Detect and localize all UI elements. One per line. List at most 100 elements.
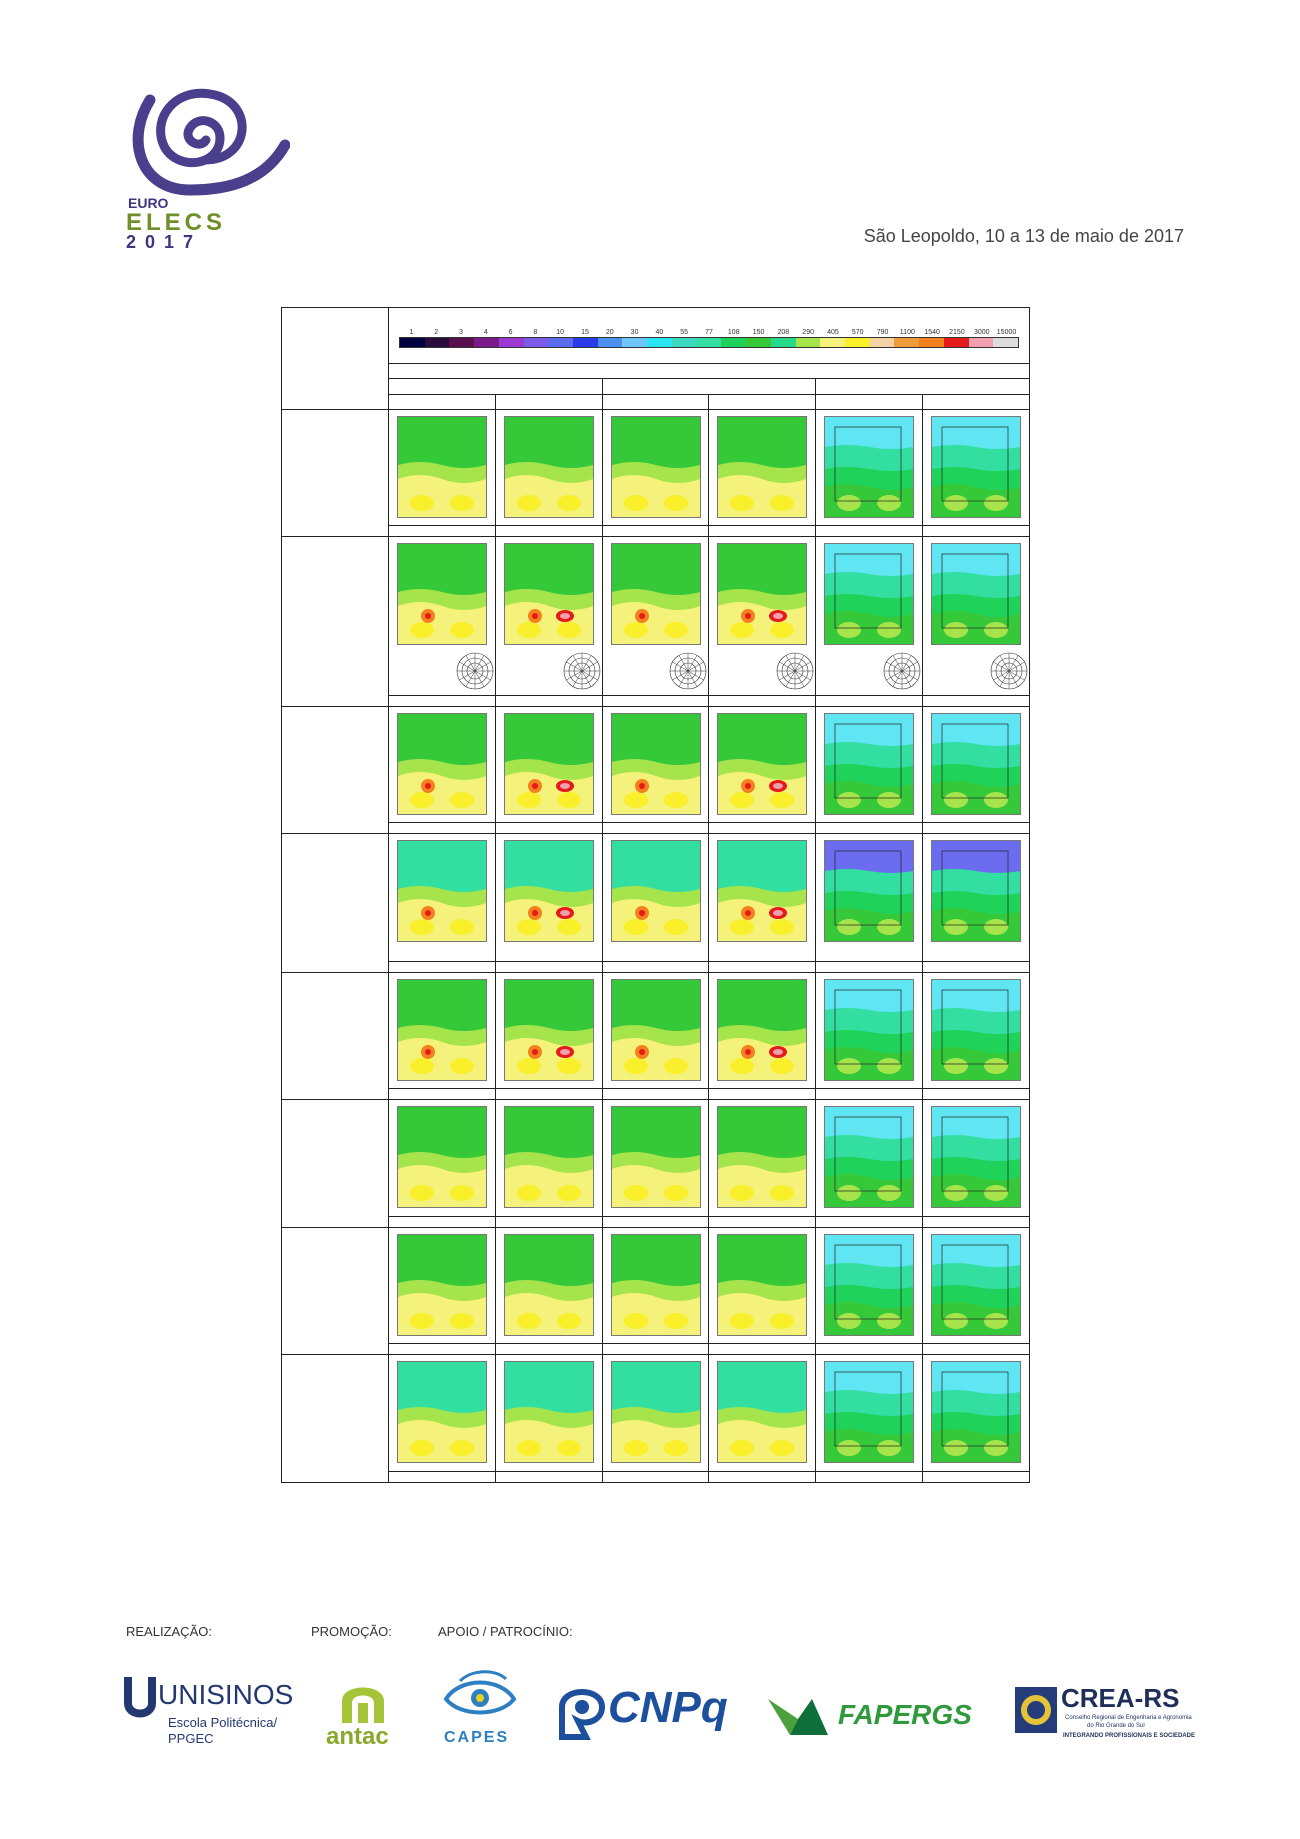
illuminance-map: [824, 1233, 915, 1336]
legend-swatch: [523, 338, 549, 348]
crea-seal-icon: [1015, 1687, 1057, 1733]
legend-value: 15: [581, 329, 589, 337]
illuminance-map: [931, 840, 1022, 943]
legend-swatch: [820, 338, 845, 348]
result-cell: [708, 1099, 817, 1217]
event-date-location: São Leopoldo, 10 a 13 de maio de 2017: [863, 226, 1184, 246]
row-label-cell: [281, 1354, 389, 1483]
illuminance-map: [396, 978, 487, 1081]
legend-swatch: [869, 338, 895, 348]
capes-eye-icon: [443, 1670, 517, 1715]
illuminance-map: [610, 415, 701, 518]
result-cell: [708, 833, 817, 962]
caption-cell: [388, 1215, 496, 1228]
cnpq-logo: CNPq: [556, 1665, 741, 1755]
legend-swatch: [795, 338, 821, 348]
illuminance-map: [717, 415, 808, 518]
legend-value: 208: [777, 329, 790, 337]
legend-swatch: [894, 338, 920, 348]
legend-swatch: [573, 338, 598, 348]
legend-value: 20: [605, 329, 614, 337]
promocao-label: PROMOÇÃO:: [311, 1624, 392, 1639]
illuminance-map: [610, 978, 701, 1081]
illuminance-map: [503, 543, 594, 646]
illuminance-map: [610, 840, 701, 943]
caption-cell: [494, 525, 603, 538]
illuminance-map: [610, 712, 701, 815]
caption-cell: [601, 525, 710, 538]
legend-value: 4: [483, 329, 488, 337]
result-cell: [815, 1354, 924, 1472]
caption-cell: [388, 960, 496, 973]
illuminance-map: [931, 1361, 1022, 1464]
result-cell: [708, 1226, 817, 1345]
result-cell: [922, 833, 1030, 962]
caption-cell: [922, 1343, 1030, 1356]
caption-cell: [922, 1470, 1030, 1484]
apoio-label: APOIO / PATROCÍNIO:: [438, 1624, 573, 1639]
illuminance-map: [503, 840, 594, 943]
result-cell: [388, 408, 496, 527]
legend-swatch: [647, 338, 672, 348]
illuminance-map: [824, 712, 915, 815]
result-cell: [494, 833, 603, 962]
crea-rs-logo: CREA-RS Conselho Regional de Engenharia …: [1015, 1665, 1195, 1755]
caption-cell: [388, 525, 496, 538]
caption-cell: [601, 1088, 710, 1101]
caption-cell: [494, 822, 603, 835]
caption-cell: [388, 1343, 496, 1356]
result-cell: [601, 1099, 710, 1217]
result-cell: [494, 1354, 603, 1472]
legend-value: 3000: [973, 329, 990, 337]
illuminance-map: [610, 1233, 701, 1336]
legend-swatch: [622, 338, 648, 348]
caption-cell: [708, 960, 817, 973]
illuminance-map: [931, 1106, 1022, 1209]
result-cell: [922, 1354, 1030, 1472]
caption-cell: [494, 1215, 603, 1228]
illuminance-map: [824, 1106, 915, 1209]
illuminance-map: [396, 712, 487, 815]
row-label-cell: [281, 971, 389, 1101]
result-cell: [494, 705, 603, 824]
legend-value: 290: [802, 329, 814, 337]
legend-swatch: [919, 338, 944, 348]
legend-swatch: [498, 338, 524, 348]
result-cell: [388, 833, 496, 962]
result-cell: [388, 1099, 496, 1217]
legend-value: 790: [876, 329, 889, 337]
realizacao-label: REALIZAÇÃO:: [126, 1624, 212, 1639]
caption-cell: [494, 1088, 603, 1101]
logo-year: 2017: [126, 232, 202, 250]
crea-sub1: Conselho Regional de Engenharia e Agrono…: [1065, 1715, 1192, 1721]
legend-swatch: [696, 338, 722, 348]
header-blank-row: [388, 363, 1030, 380]
illuminance-map: [931, 1233, 1022, 1336]
logo-euro: EURO: [128, 195, 169, 211]
illuminance-map: [503, 712, 594, 815]
illuminance-map: [503, 1233, 594, 1336]
crea-sub3: INTEGRANDO PROFISSIONAIS E SOCIEDADE: [1063, 1733, 1196, 1739]
result-cell: [815, 1226, 924, 1345]
caption-cell: [708, 694, 817, 707]
row-label-cell: [281, 408, 389, 538]
caption-cell: [601, 1470, 710, 1484]
header-group-cell: [601, 378, 817, 395]
header-sub-cell: [815, 393, 924, 410]
caption-cell: [494, 1343, 603, 1356]
result-cell: [922, 536, 1030, 696]
unisinos-word: UNISINOS: [158, 1679, 294, 1710]
unisinos-sub1: Escola Politécnica/: [168, 1715, 278, 1730]
legend-swatch: [424, 338, 450, 348]
unisinos-sub2: PPGEC: [168, 1731, 214, 1746]
antac-word: antac: [326, 1723, 389, 1750]
header-sub-cell: [601, 393, 710, 410]
logo-elecs: ELECS: [126, 209, 226, 236]
result-cell: [815, 971, 924, 1090]
polar-diagram: [990, 653, 1028, 690]
caption-cell: [494, 694, 603, 707]
header-sub-cell: [708, 393, 817, 410]
result-cell: [601, 536, 710, 696]
legend-value: 405: [827, 329, 839, 337]
simulation-results-table: 1 2 3 4 6 8 10 15 20 30 40 55 77 108 150 208 290 405 570 79…: [281, 306, 1030, 1484]
